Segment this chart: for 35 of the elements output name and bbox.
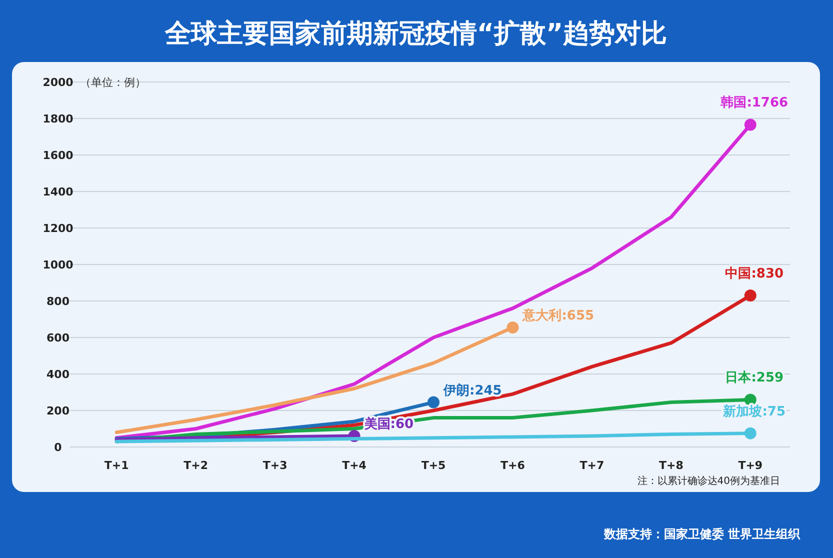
point [744, 118, 756, 131]
y-tick-label: 0 [54, 441, 62, 454]
y-tick-label: 1000 [42, 258, 74, 272]
x-tick-label: T+2 [184, 459, 208, 472]
text: 伊朗:245 [444, 383, 502, 398]
text: 中国:830 [725, 266, 784, 282]
point [744, 290, 756, 302]
x-tick-label: T+3 [262, 459, 288, 472]
y-tick-label: 1600 [42, 149, 74, 162]
y-tick-label: 800 [46, 295, 70, 308]
text: 注：以累计确诊达40例为基准日 [637, 475, 780, 487]
y-tick-label: 2000 [42, 76, 74, 89]
point [506, 321, 519, 334]
y-tick-label: 400 [46, 368, 70, 381]
y-tick-label: 1200 [42, 222, 74, 235]
y-tick-label: 1400 [42, 186, 74, 198]
y-tick-label: 200 [46, 404, 70, 418]
point [428, 396, 440, 408]
text: 数据支持：国家卫健委 世界卫生组织 [602, 527, 801, 541]
x-tick-label: T+5 [421, 459, 446, 472]
text: 韩国:1766 [720, 96, 788, 111]
x-tick-label: T+6 [500, 459, 526, 472]
text: 日本:259 [725, 370, 784, 386]
text: 意大利:655 [522, 308, 594, 324]
y-axis-title: （单位：例） [80, 76, 146, 89]
y-tick-label: 600 [46, 332, 70, 344]
x-tick-label: T+1 [104, 459, 129, 472]
chart-title: 全球主要国家前期新冠疫情“扩散”趋势对比 [164, 19, 668, 49]
y-tick-label: 1800 [42, 112, 74, 126]
point [744, 427, 756, 440]
x-tick-label: T+7 [580, 459, 604, 472]
text: 新加坡:75 [723, 404, 786, 420]
x-tick-label: T+9 [738, 459, 763, 472]
x-tick-label: T+4 [342, 459, 367, 472]
x-tick-label: T+8 [658, 459, 684, 472]
